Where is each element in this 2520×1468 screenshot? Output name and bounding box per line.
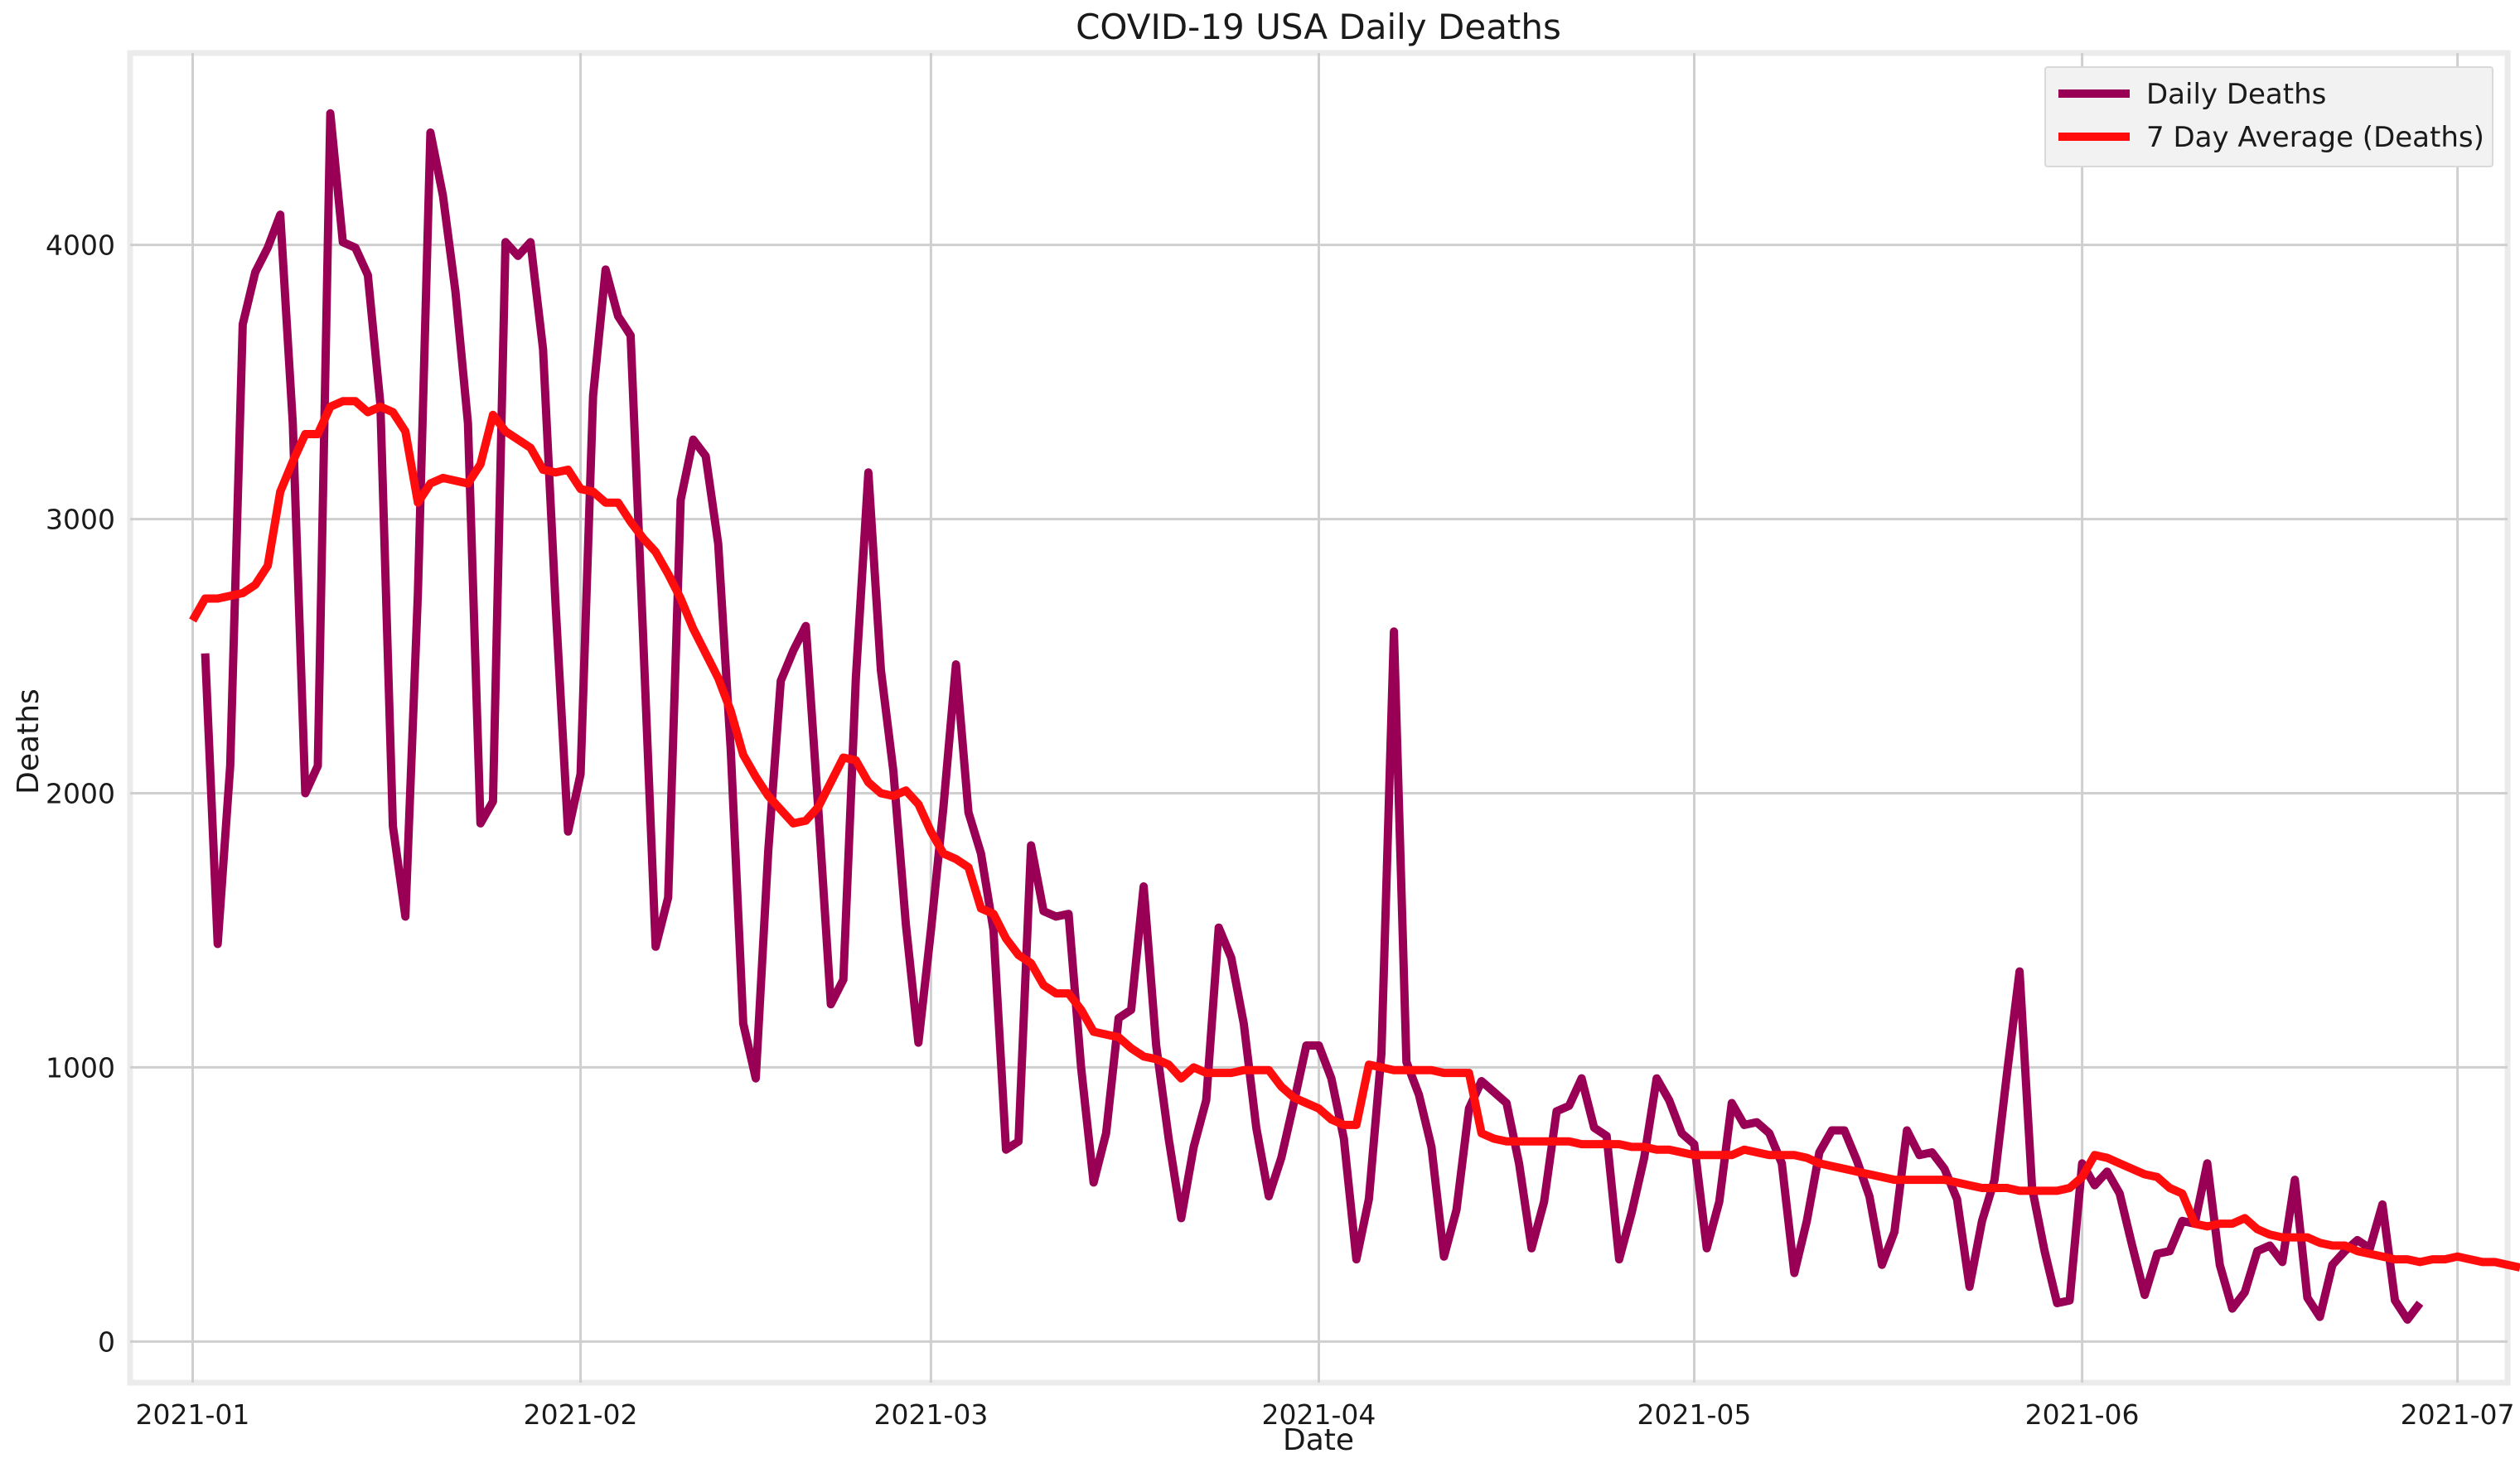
- legend-box: [2044, 66, 2493, 167]
- x-tick-label: 2021-01: [136, 1398, 250, 1431]
- legend-label-7-day-average: 7 Day Average (Deaths): [2146, 121, 2484, 154]
- y-tick-labels: 0 1000 2000 3000 4000: [46, 229, 115, 1359]
- series-line-daily-deaths: [201, 109, 2424, 1324]
- x-axis-label: Date: [1283, 1423, 1354, 1457]
- x-tick-label: 2021-02: [524, 1398, 638, 1431]
- y-tick-label: 1000: [46, 1051, 115, 1084]
- series-line-7-day-average-deaths: [189, 397, 2520, 1272]
- grid: [130, 53, 2508, 1383]
- legend: Daily Deaths 7 Day Average (Deaths): [2044, 66, 2493, 167]
- x-tick-label: 2021-05: [1637, 1398, 1752, 1431]
- legend-label-daily-deaths: Daily Deaths: [2146, 78, 2326, 111]
- chart-title: COVID-19 USA Daily Deaths: [1076, 7, 1561, 47]
- x-tick-label: 2021-06: [2025, 1398, 2140, 1431]
- x-tick-label: 2021-03: [873, 1398, 988, 1431]
- x-tick-label: 2021-07: [2401, 1398, 2515, 1431]
- y-axis-label: Deaths: [12, 688, 46, 794]
- y-tick-label: 2000: [46, 778, 115, 810]
- series-lines: [189, 109, 2520, 1324]
- x-tick-labels: 2021-01 2021-02 2021-03 2021-04 2021-05 2021-…: [136, 1398, 2515, 1431]
- y-tick-label: 0: [98, 1326, 115, 1358]
- x-tick-label: 2021-04: [1262, 1398, 1376, 1431]
- y-tick-label: 4000: [46, 229, 115, 262]
- y-tick-label: 3000: [46, 504, 115, 536]
